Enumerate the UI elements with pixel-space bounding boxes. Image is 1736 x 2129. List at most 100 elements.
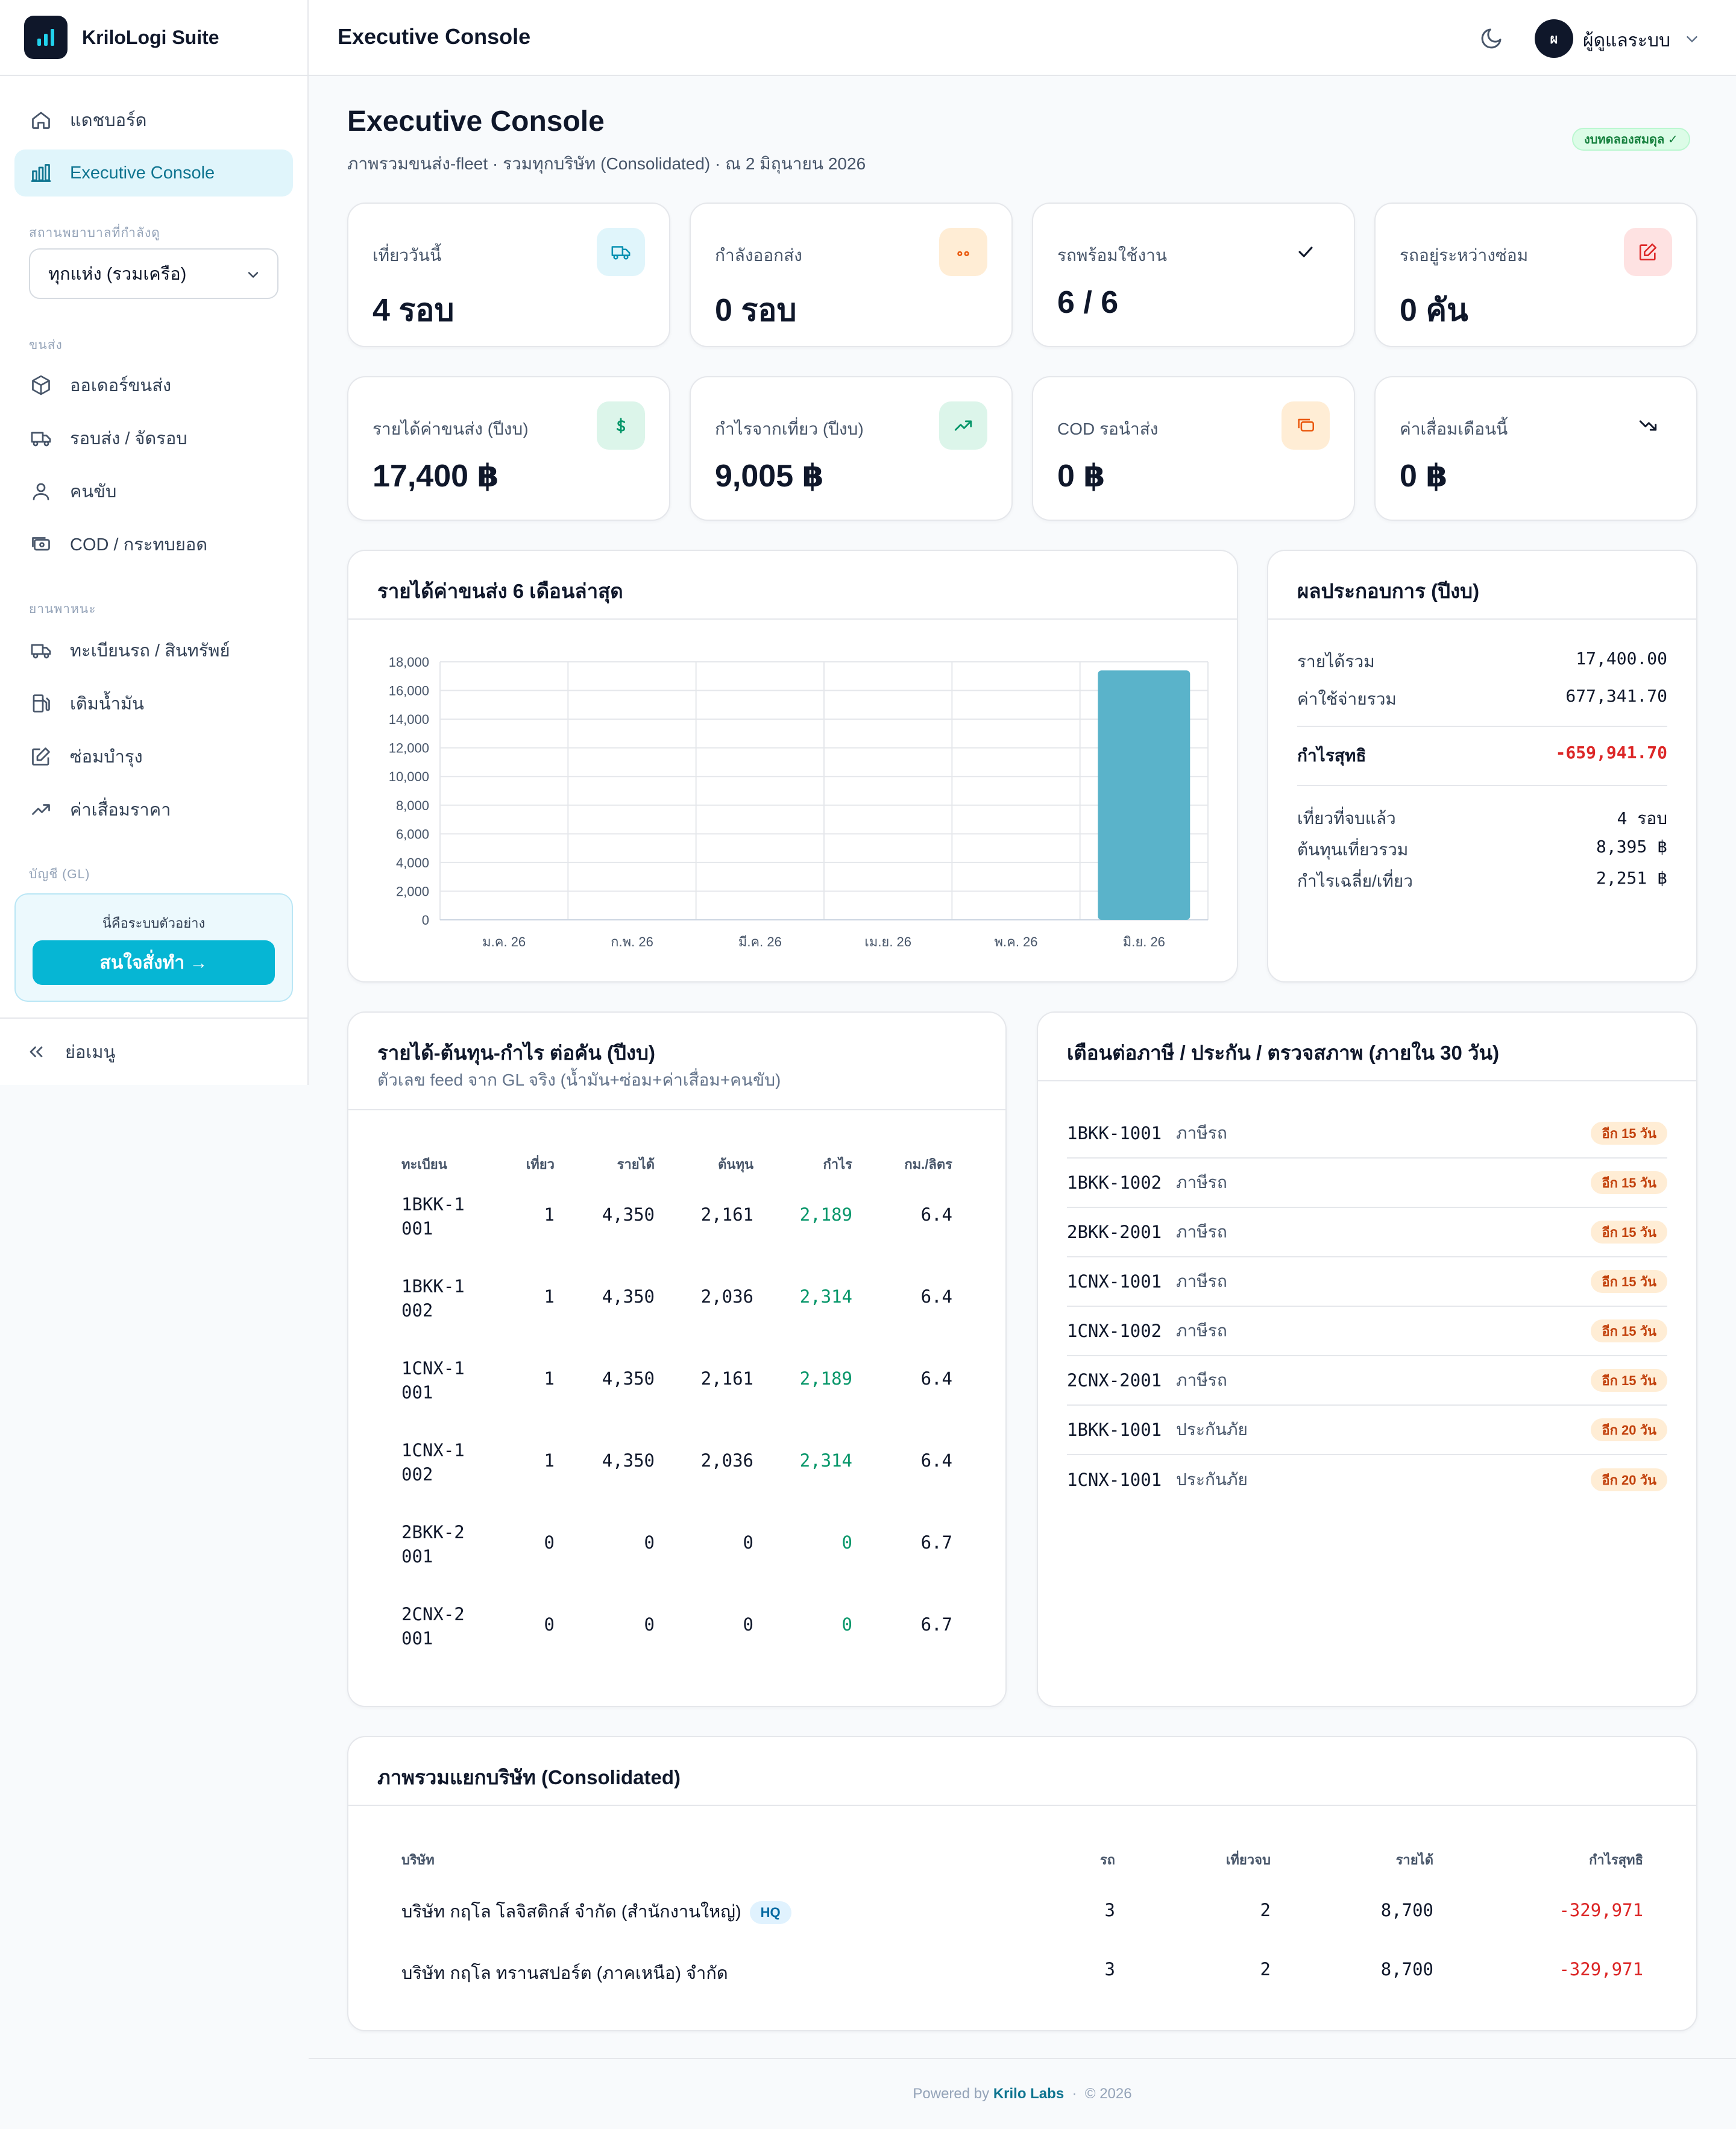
col-header-trips-done: เที่ยวจบ — [1225, 1852, 1271, 1867]
collapse-menu-button[interactable]: ย่อเมนู — [0, 1017, 307, 1085]
x-tick-label: พ.ค. 26 — [994, 934, 1037, 949]
vehicle-cost: 2,161 — [700, 1368, 753, 1389]
sidebar-item-vehicles[interactable]: ทะเบียนรถ / สินทรัพย์ — [14, 627, 293, 674]
kpi-label: รถพร้อมใช้งาน — [1057, 246, 1167, 265]
renewal-row[interactable]: 1CNX-1001 ประกันภัย อีก 20 วัน — [1067, 1455, 1667, 1505]
sidebar-item-label: Executive Console — [70, 163, 215, 183]
renewal-row[interactable]: 1CNX-1001 ภาษีรถ อีก 15 วัน — [1067, 1257, 1667, 1307]
vehicle-revenue: 0 — [644, 1532, 655, 1553]
company-name[interactable]: บริษัท กฤโล ทรานสปอร์ต (ภาคเหนือ) จำกัด — [401, 1964, 728, 1983]
avatar[interactable]: ผ — [1535, 19, 1573, 58]
renewal-row[interactable]: 1BKK-1002 ภาษีรถ อีก 15 วัน — [1067, 1159, 1667, 1208]
perf-label: รายได้รวม — [1297, 652, 1375, 671]
kpi-value: 17,400 ฿ — [373, 459, 499, 494]
kpi-value: 0 ฿ — [1057, 459, 1105, 494]
chart-title: รายได้ค่าขนส่ง 6 เดือนล่าสุด — [377, 580, 623, 602]
x-tick-label: มิ.ย. 26 — [1123, 934, 1165, 949]
edit-icon — [1624, 228, 1672, 276]
vehicle-profit: 2,189 — [799, 1204, 852, 1225]
kpi-value: 4 รอบ — [373, 293, 454, 328]
vehicle-cost: 0 — [743, 1532, 753, 1553]
chevron-down-icon[interactable] — [1683, 30, 1701, 48]
sidebar-item-label: แดชบอร์ด — [70, 111, 147, 130]
col-header-trips: เที่ยว — [526, 1157, 555, 1172]
company-trucks: 3 — [1104, 1959, 1115, 1980]
page-title: Executive Console — [347, 105, 605, 137]
renewal-plate: 1CNX-1001 — [1067, 1271, 1162, 1292]
renewal-row[interactable]: 1CNX-1002 ภาษีรถ อีก 15 วัน — [1067, 1307, 1667, 1356]
kpi-card-cod-pending: COD รอนำส่ง 0 ฿ — [1032, 376, 1355, 521]
vehicle-trips: 0 — [544, 1614, 555, 1635]
perf-label: ต้นทุนเที่ยวรวม — [1297, 840, 1409, 859]
sidebar-item-label: ค่าเสื่อมราคา — [70, 800, 171, 820]
renewal-plate: 1BKK-1001 — [1067, 1420, 1162, 1440]
y-tick-label: 4,000 — [396, 855, 429, 870]
divider — [1297, 785, 1667, 786]
sidebar-item-executive-console[interactable]: Executive Console — [14, 149, 293, 197]
user-name[interactable]: ผู้ดูแลระบบ — [1583, 31, 1671, 51]
renewal-type: ภาษีรถ — [1176, 1124, 1227, 1142]
renewal-row[interactable]: 1BKK-1001 ประกันภัย อีก 20 วัน — [1067, 1406, 1667, 1455]
performance-title: ผลประกอบการ (ปีงบ) — [1297, 580, 1480, 602]
brand[interactable]: KriloLogi Suite — [0, 0, 307, 76]
truck-icon — [31, 644, 51, 659]
sidebar-item-maintenance[interactable]: ซ่อมบำรุง — [14, 733, 293, 780]
sidebar-item-drivers[interactable]: คนขับ — [14, 468, 293, 515]
sidebar-item-orders[interactable]: ออเดอร์ขนส่ง — [14, 362, 293, 409]
vehicle-kml: 6.4 — [920, 1286, 952, 1307]
vehicle-plate: 2CNX-2001 — [401, 1604, 465, 1649]
sidebar-item-depreciation[interactable]: ค่าเสื่อมราคา — [14, 786, 293, 833]
sidebar-item-trips[interactable]: รอบส่ง / จัดรอบ — [14, 415, 293, 462]
renewal-row[interactable]: 1BKK-1001 ภาษีรถ อีก 15 วัน — [1067, 1109, 1667, 1159]
sidebar-item-label: เติมน้ำมัน — [70, 694, 144, 714]
trend-down-icon — [1624, 401, 1672, 450]
scope-select[interactable]: ทุกแห่ง (รวมเครือ) — [29, 248, 278, 299]
x-tick-label: ก.พ. 26 — [611, 934, 653, 949]
renewal-plate: 2BKK-2001 — [1067, 1222, 1162, 1242]
consolidated-title: ภาพรวมแยกบริษัท (Consolidated) — [377, 1766, 681, 1788]
y-tick-label: 8,000 — [396, 798, 429, 813]
vehicle-kml: 6.7 — [920, 1614, 952, 1635]
y-tick-label: 0 — [422, 913, 429, 928]
vehicle-revenue: 4,350 — [602, 1286, 655, 1307]
renewal-row[interactable]: 2CNX-2001 ภาษีรถ อีก 15 วัน — [1067, 1356, 1667, 1406]
renewal-type: ภาษีรถ — [1176, 1222, 1227, 1241]
perf-avg-profit-row: กำไรเฉลี่ย/เที่ยว 2,251 ฿ — [1297, 868, 1667, 895]
perf-value: 8,395 ฿ — [1596, 837, 1667, 857]
sidebar-item-label: ซ่อมบำรุง — [70, 747, 143, 767]
box-icon — [32, 375, 50, 395]
trend-up-icon — [939, 401, 987, 450]
vehicle-kml: 6.7 — [920, 1532, 952, 1553]
order-demo-button[interactable]: สนใจสั่งทำ → — [33, 940, 275, 985]
chevron-down-icon — [248, 272, 259, 278]
vehicle-plate: 2BKK-2001 — [401, 1522, 465, 1567]
vehicle-trips: 1 — [544, 1204, 555, 1225]
top-header: Executive Console ผ ผู้ดูแลระบบ — [309, 0, 1736, 76]
col-header-company: บริษัท — [401, 1852, 435, 1867]
performance-card: ผลประกอบการ (ปีงบ) รายได้รวม 17,400.00 ค่… — [1267, 550, 1697, 983]
balance-badge: งบทดลองสมดุล ✓ — [1572, 128, 1690, 151]
sidebar-item-dashboard[interactable]: แดชบอร์ด — [14, 96, 293, 143]
kpi-card-ready-vehicles: รถพร้อมใช้งาน 6 / 6 — [1032, 203, 1355, 347]
y-tick-label: 18,000 — [389, 655, 429, 670]
vehicle-cost: 2,036 — [700, 1450, 753, 1471]
company-name[interactable]: บริษัท กฤโล โลจิสติกส์ จำกัด (สำนักงานให… — [401, 1898, 791, 1925]
per-truck-subtitle: ตัวเลข feed จาก GL จริง (น้ำมัน+ซ่อม+ค่า… — [377, 1071, 781, 1089]
footer-company-link[interactable]: Krilo Labs — [993, 2086, 1065, 2102]
renewal-type: ประกันภัย — [1176, 1420, 1248, 1439]
renewal-row[interactable]: 2BKK-2001 ภาษีรถ อีก 15 วัน — [1067, 1208, 1667, 1257]
perf-value: 2,251 ฿ — [1596, 868, 1667, 888]
vehicle-profit: 0 — [841, 1532, 852, 1553]
brand-name: KriloLogi Suite — [82, 26, 219, 48]
sidebar-item-fuel[interactable]: เติมน้ำมัน — [14, 680, 293, 727]
section-label-vehicle: ยานพาหนะ — [29, 602, 96, 616]
perf-trips-row: เที่ยวที่จบแล้ว 4 รอบ — [1297, 805, 1667, 832]
company-net-profit: -329,971 — [1559, 1900, 1643, 1920]
perf-label: กำไรเฉลี่ย/เที่ยว — [1297, 872, 1413, 890]
per-truck-title: รายได้-ต้นทุน-กำไร ต่อคัน (ปีงบ) — [377, 1042, 655, 1064]
divider — [348, 1805, 1696, 1806]
sidebar-item-label: COD / กระทบยอด — [70, 535, 208, 555]
sidebar-item-cod[interactable]: COD / กระทบยอด — [14, 521, 293, 568]
moon-icon[interactable] — [1479, 27, 1503, 51]
vehicle-cost: 2,036 — [700, 1286, 753, 1307]
